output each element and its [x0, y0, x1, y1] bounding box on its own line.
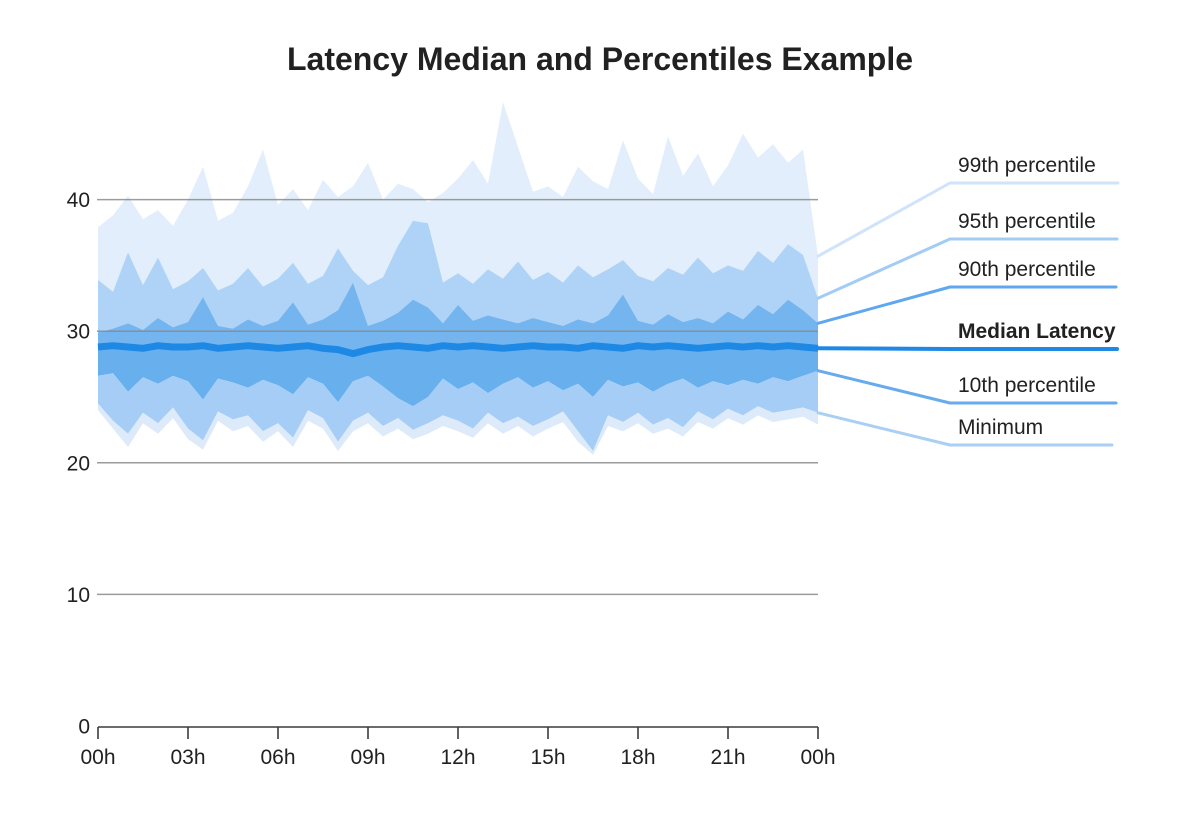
- x-tick-label: 18h: [620, 746, 655, 769]
- y-tick-label: 0: [78, 716, 90, 739]
- percentile-bands: [98, 102, 818, 455]
- legend-label-min: Minimum: [958, 416, 1043, 439]
- chart-title: Latency Median and Percentiles Example: [287, 41, 913, 77]
- annotation-line-p99: [816, 181, 1120, 258]
- band-p90-to-p95: [98, 220, 818, 333]
- y-tick-label: 40: [67, 189, 90, 212]
- annotation-line-p90: [816, 285, 1118, 325]
- y-tick-label: 30: [67, 321, 90, 344]
- gridlines: [97, 198, 818, 596]
- legend-label-p99: 99th percentile: [958, 154, 1096, 177]
- annotation-line-min: [816, 411, 1114, 447]
- y-tick-label: 10: [67, 584, 90, 607]
- band-min-to-p10: [98, 370, 818, 451]
- annotation-line-p95: [816, 237, 1119, 300]
- median-line: [97, 342, 819, 358]
- annotation-line-median: [816, 346, 1119, 351]
- legend-label-median: Median Latency: [958, 320, 1116, 343]
- annotation-line-p10: [816, 369, 1118, 405]
- x-tick-label: 06h: [260, 746, 295, 769]
- band-p10-to-median: [98, 345, 818, 407]
- legend-label-p90: 90th percentile: [958, 258, 1096, 281]
- legend-label-p10: 10th percentile: [958, 374, 1096, 397]
- x-tick-label: 21h: [710, 746, 745, 769]
- x-tick-label: 00h: [800, 746, 835, 769]
- y-axis-labels: 0 10 20 30 40: [67, 189, 90, 738]
- band-median-to-p90: [98, 282, 818, 354]
- series-annotations: 99th percentile 95th percentile 90th perce…: [816, 154, 1120, 447]
- median-latency-line: [97, 342, 819, 358]
- x-axis: 00h 03h 06h 09h 12h 15h 18h 21h 00h: [80, 726, 836, 769]
- y-tick-label: 20: [67, 452, 90, 475]
- legend-label-p95: 95th percentile: [958, 210, 1096, 233]
- x-tick-label: 12h: [440, 746, 475, 769]
- band-lower_envelope-to-min: [98, 403, 818, 455]
- x-tick-label: 03h: [170, 746, 205, 769]
- x-tick-label: 00h: [80, 746, 115, 769]
- x-tick-label: 15h: [530, 746, 565, 769]
- x-tick-label: 09h: [350, 746, 385, 769]
